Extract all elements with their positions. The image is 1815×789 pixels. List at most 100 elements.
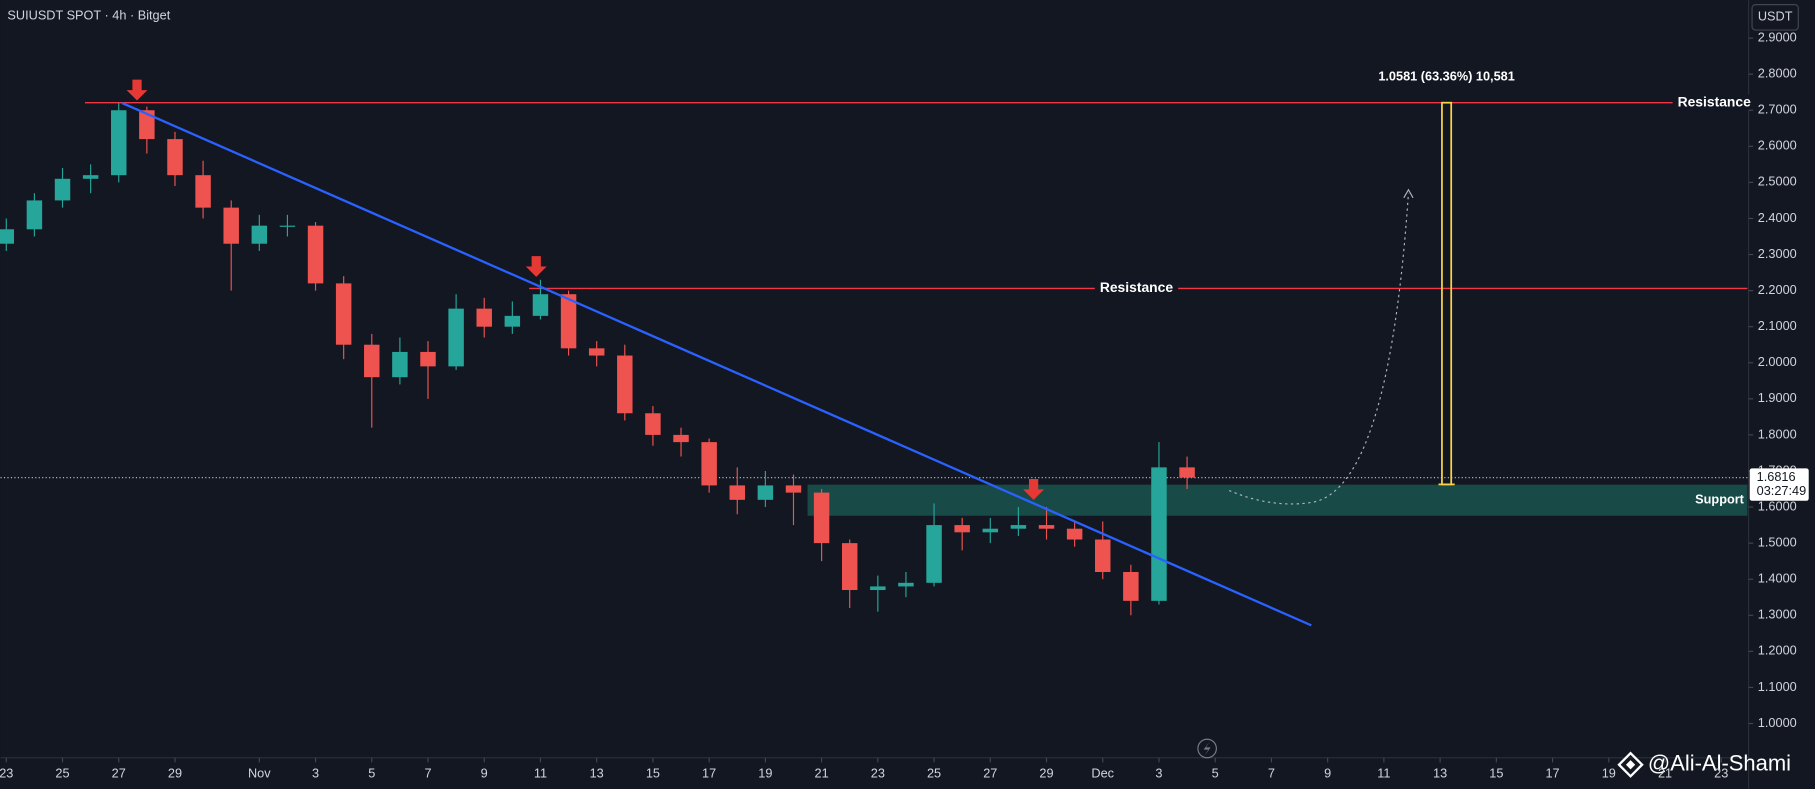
y-tick-label: 1.4000 bbox=[1758, 571, 1797, 586]
candle-body bbox=[617, 355, 633, 414]
arrow-marker bbox=[1023, 479, 1044, 500]
projection-arrowhead bbox=[1403, 188, 1414, 199]
candle-body bbox=[139, 110, 155, 140]
x-tick-label: 17 bbox=[1545, 765, 1559, 780]
y-tick-label: 1.6000 bbox=[1758, 498, 1797, 513]
candle-body bbox=[476, 308, 492, 327]
y-tick-label: 2.6000 bbox=[1758, 138, 1797, 153]
candle-body bbox=[279, 225, 296, 227]
x-tick-label: 7 bbox=[424, 765, 431, 780]
x-tick-label: 13 bbox=[1433, 765, 1447, 780]
y-tick-label: 1.3000 bbox=[1758, 607, 1797, 622]
candle-body bbox=[841, 543, 858, 591]
y-tick-label: 1.2000 bbox=[1758, 643, 1797, 658]
currency-box[interactable] bbox=[1751, 4, 1799, 31]
chart-title: SUIUSDT SPOT · 4h · Bitget bbox=[7, 8, 170, 23]
candle-body bbox=[785, 485, 802, 493]
current-price-label: 1.6816 bbox=[1757, 469, 1796, 484]
candle-body bbox=[448, 308, 464, 367]
x-tick-label: 21 bbox=[1658, 765, 1672, 780]
y-tick-label: 1.0000 bbox=[1758, 715, 1797, 730]
x-tick-label: 25 bbox=[927, 765, 941, 780]
price-box bbox=[1749, 468, 1809, 501]
candle-body bbox=[757, 485, 774, 500]
candle-body bbox=[588, 348, 605, 356]
candle-body bbox=[111, 110, 127, 176]
candle-body bbox=[870, 586, 886, 591]
candle-body bbox=[364, 344, 380, 378]
candle-body bbox=[420, 351, 436, 367]
x-tick-label: 9 bbox=[481, 765, 488, 780]
x-tick-label: 23 bbox=[871, 765, 885, 780]
candle-body bbox=[1123, 571, 1139, 601]
candle-body bbox=[1066, 528, 1083, 540]
resistance-label-bg bbox=[1094, 280, 1179, 297]
x-tick-label: 11 bbox=[534, 765, 547, 780]
x-tick-label: 19 bbox=[758, 765, 772, 780]
watermark-logo bbox=[1617, 751, 1644, 778]
y-tick-label: 1.8000 bbox=[1758, 426, 1797, 441]
support-zone bbox=[807, 484, 1748, 516]
x-tick-label: 27 bbox=[112, 765, 126, 780]
plot: Support Resistance Resistance 1.0581 (63.36… bbox=[0, 69, 1756, 627]
currency: USDT bbox=[1758, 9, 1793, 24]
x-tick-label: 9 bbox=[1324, 765, 1331, 780]
candle-body bbox=[560, 294, 577, 349]
x-tick-label: 15 bbox=[646, 765, 660, 780]
y-tick-label: 2.1000 bbox=[1758, 318, 1797, 333]
candle-body bbox=[1038, 525, 1055, 529]
candle-body bbox=[673, 434, 689, 443]
x-tick-label: 13 bbox=[590, 765, 604, 780]
candle-body bbox=[701, 442, 717, 486]
x-tick-label: 29 bbox=[168, 765, 182, 780]
x-tick-label: 5 bbox=[1212, 765, 1219, 780]
y-tick-label: 2.9000 bbox=[1758, 29, 1797, 44]
y-tick-label: 1.5000 bbox=[1758, 534, 1797, 549]
y-tick-label: 2.3000 bbox=[1758, 246, 1797, 261]
candle-body bbox=[26, 200, 43, 230]
candle-body bbox=[392, 351, 408, 378]
x-tick-label: 19 bbox=[1602, 765, 1616, 780]
x-tick-label: Nov bbox=[248, 765, 271, 780]
x-tick-label: 11 bbox=[1377, 765, 1390, 780]
candle-body bbox=[645, 413, 661, 435]
y-tick-label: 2.7000 bbox=[1758, 102, 1797, 117]
candle-body bbox=[54, 178, 71, 201]
x-tick-label: 21 bbox=[815, 765, 829, 780]
candle-body bbox=[926, 525, 942, 583]
x-tick-label: 5 bbox=[368, 765, 375, 780]
x-tick-label: 23 bbox=[1714, 765, 1728, 780]
candle-body bbox=[167, 139, 183, 176]
candle-body bbox=[729, 485, 745, 500]
y-tick-label: 2.2000 bbox=[1758, 282, 1797, 297]
candle-body bbox=[813, 492, 830, 544]
x-tick-label: 7 bbox=[1268, 765, 1275, 780]
candle-body bbox=[335, 283, 352, 345]
candle-body bbox=[1095, 539, 1111, 572]
candle-body bbox=[1010, 525, 1027, 529]
x-tick-label: 17 bbox=[702, 765, 716, 780]
replay-icon[interactable] bbox=[1197, 738, 1217, 759]
x-tick-label: 15 bbox=[1489, 765, 1503, 780]
resistance-label-bg bbox=[1672, 94, 1756, 111]
resistance-label: Resistance bbox=[1100, 279, 1174, 295]
candle-body bbox=[0, 229, 15, 244]
x-tick-label: 3 bbox=[1155, 765, 1162, 780]
candle-body bbox=[307, 225, 324, 284]
candle-body bbox=[195, 175, 211, 208]
y-tick-label: 2.0000 bbox=[1758, 354, 1797, 369]
x-tick-label: 3 bbox=[312, 765, 319, 780]
x-tick-label: 23 bbox=[0, 765, 13, 780]
trendline bbox=[121, 101, 1312, 627]
watermark: @Ali-Al-Shami bbox=[1648, 751, 1791, 776]
measure-label: 1.0581 (63.36%) 10,581 bbox=[1378, 69, 1514, 84]
candle-body bbox=[251, 225, 268, 244]
resistance-label: Resistance bbox=[1678, 93, 1752, 109]
candle-body bbox=[223, 207, 239, 244]
candle-body bbox=[1179, 467, 1195, 478]
x-tick-label: 29 bbox=[1039, 765, 1053, 780]
candle-body bbox=[82, 175, 99, 179]
candle-body bbox=[898, 582, 914, 587]
